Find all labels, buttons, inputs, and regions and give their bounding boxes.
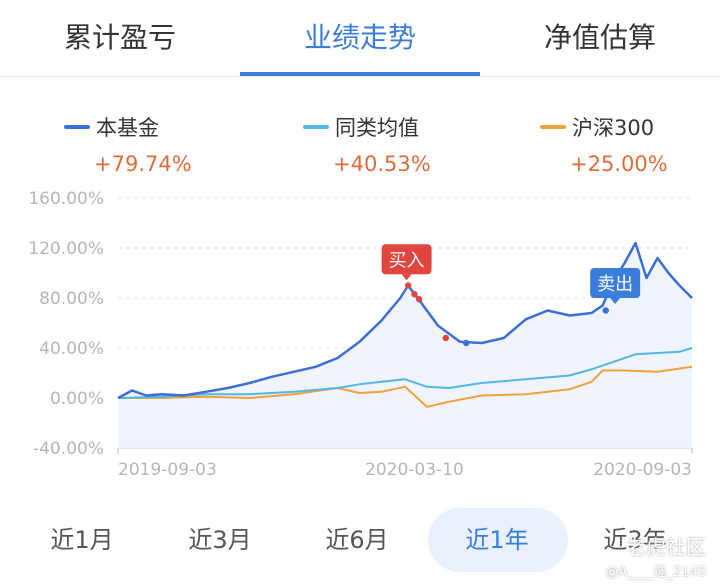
x-tick-label: 2020-09-03	[593, 460, 692, 480]
annotation-badge	[381, 244, 432, 275]
performance-chart[interactable]: 160.00% 120.00% 80.00% 40.00% 0.00% -40.00% 20…	[0, 180, 720, 500]
tab-performance-trend[interactable]: 业绩走势	[303, 21, 416, 54]
y-tick-label: -40.00%	[33, 439, 104, 459]
csi300-line	[118, 365, 693, 408]
category-avg-line	[117, 347, 693, 399]
range-6m[interactable]: 近6月	[325, 526, 389, 554]
fund-line	[117, 241, 693, 400]
tab-bar: 累计盈亏 业绩走势 净值估算	[0, 0, 720, 77]
legend-fund: 本基金 +79.74%	[64, 112, 192, 176]
y-tick-label: 80.00%	[39, 289, 104, 309]
range-1m[interactable]: 近1月	[50, 526, 114, 554]
legend-return: +79.74%	[94, 152, 192, 176]
range-3y[interactable]: 近3年	[603, 526, 667, 554]
legend-return: +40.53%	[333, 152, 431, 176]
trade-point	[462, 339, 470, 347]
legend-line-fund	[64, 125, 90, 129]
legend-return: +25.00%	[570, 152, 668, 176]
annotation-badge	[590, 268, 641, 298]
legend-line-csi300	[540, 125, 566, 129]
trade-point	[442, 334, 449, 342]
y-tick-label: 120.00%	[28, 239, 104, 259]
tab-cumulative-pnl[interactable]: 累计盈亏	[63, 21, 176, 54]
active-tab-indicator	[240, 72, 480, 76]
legend-category-avg: 同类均值 +40.53%	[303, 112, 431, 176]
range-3m[interactable]: 近3月	[188, 526, 252, 554]
watermark-sub: @A____选_2145	[605, 565, 706, 580]
legend-label: 本基金	[96, 116, 159, 140]
y-tick-label: 40.00%	[39, 339, 104, 359]
time-range-selector: 近1月 近3月 近6月 近1年 近3年	[0, 508, 720, 574]
watermark: 老虎社区	[626, 535, 706, 559]
tab-nav-estimate[interactable]: 净值估算	[543, 21, 656, 54]
y-tick-label: 0.00%	[50, 389, 104, 409]
annotation-pointer	[401, 274, 412, 281]
x-tick-label: 2020-03-10	[365, 460, 464, 480]
trade-point	[415, 296, 423, 303]
legend-csi300: 沪深300 +25.00%	[540, 112, 668, 176]
range-1y[interactable]: 近1年	[465, 526, 529, 554]
trade-point	[602, 307, 609, 314]
active-range-pill	[428, 508, 568, 572]
annotation-label: 卖出	[597, 274, 633, 295]
annotation-pointer	[610, 298, 621, 304]
legend-label: 同类均值	[335, 116, 419, 140]
x-tick-label: 2019-09-03	[118, 460, 217, 480]
legend-line-category-avg	[303, 125, 329, 129]
trade-point	[411, 291, 418, 298]
legend-label: 沪深300	[572, 116, 655, 140]
trade-point	[404, 282, 412, 289]
annotation-label: 买入	[389, 250, 425, 271]
y-tick-label: 160.00%	[28, 189, 104, 209]
